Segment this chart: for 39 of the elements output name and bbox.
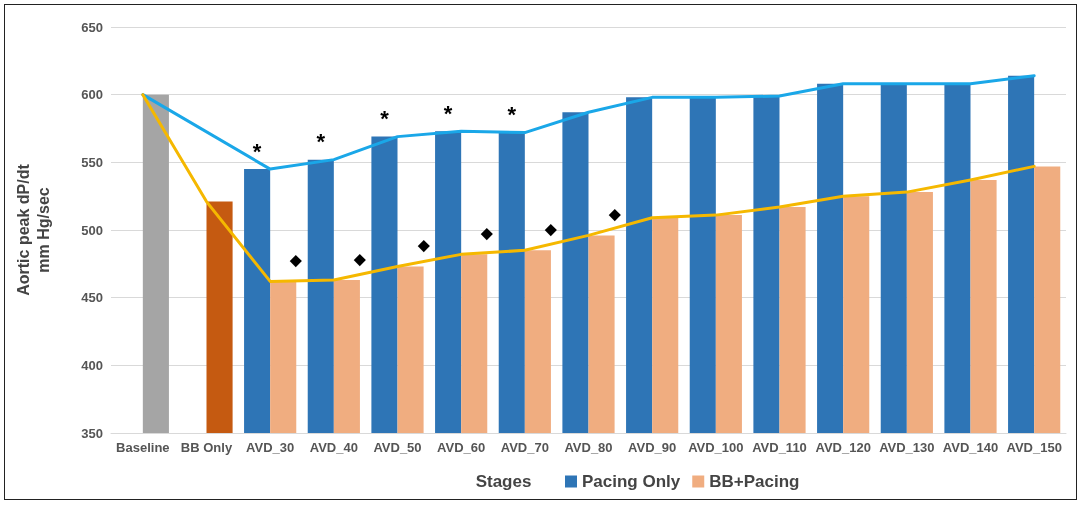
y-tick-label: 500 [81, 222, 103, 238]
annotation: ◆ [416, 236, 430, 254]
x-tick-label: AVD_90 [628, 440, 677, 455]
legend-label: Pacing Only [582, 472, 681, 491]
y-tick-label: 600 [81, 87, 103, 103]
annotation: ◆ [543, 219, 557, 237]
x-axis-title: Stages [475, 472, 532, 491]
annotation: ◆ [289, 250, 303, 268]
y-tick-label: 550 [81, 154, 103, 170]
x-tick-label: AVD_60 [437, 440, 486, 455]
x-tick-label: AVD_130 [879, 440, 935, 455]
annotation: ◆ [480, 223, 494, 241]
line-series [141, 74, 1036, 171]
legend-label: BB+Pacing [709, 472, 800, 491]
x-tick-label: AVD_50 [373, 440, 422, 455]
y-tick-label: 400 [81, 357, 103, 373]
y-tick-label: 350 [81, 425, 103, 441]
x-tick-label: AVD_140 [942, 440, 999, 455]
annotation: * [507, 102, 517, 128]
annotation: ◆ [352, 249, 366, 267]
x-tick-label: Baseline [116, 440, 170, 455]
x-tick-label: BB Only [180, 440, 233, 455]
annotation: * [252, 138, 262, 164]
x-tick-label: AVD_80 [564, 440, 613, 455]
x-tick-label: AVD_30 [246, 440, 295, 455]
x-tick-label: AVD_70 [500, 440, 549, 455]
x-tick-label: AVD_40 [309, 440, 358, 455]
x-tick-label: AVD_150 [1006, 440, 1062, 455]
x-tick-label: AVD_120 [815, 440, 871, 455]
line-series [141, 93, 1036, 283]
x-tick-label: AVD_100 [688, 440, 744, 455]
annotation: * [316, 129, 326, 155]
x-tick-label: AVD_110 [752, 440, 807, 455]
y-tick-label: 450 [81, 290, 103, 306]
y-axis-title: Aortic peak dP/dt mm Hg/sec [14, 163, 52, 296]
y-tick-label: 650 [81, 19, 103, 35]
annotation: * [443, 100, 453, 126]
annotation: ◆ [607, 204, 621, 222]
annotation: * [380, 106, 390, 132]
